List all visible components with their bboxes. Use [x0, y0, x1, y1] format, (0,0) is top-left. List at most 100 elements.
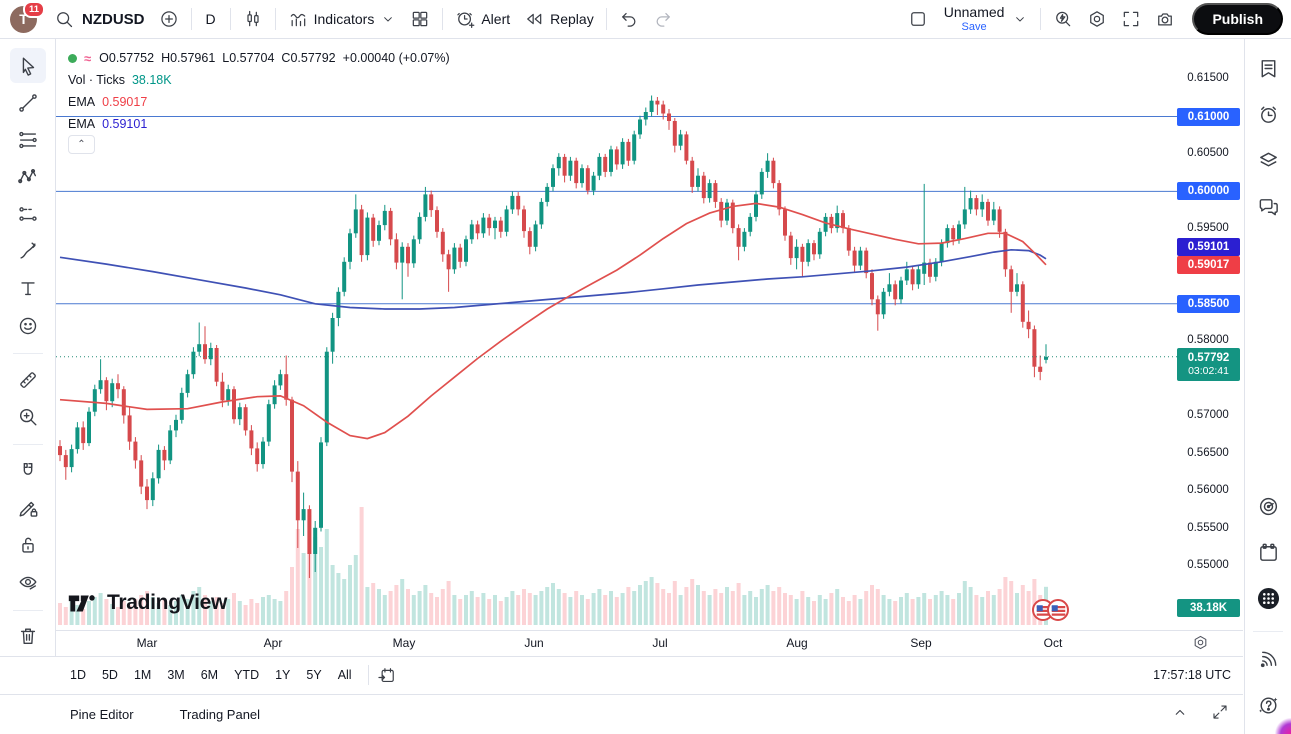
ema-legend-row[interactable]: EMA 0.59017: [68, 91, 457, 113]
symbol-search-button[interactable]: NZDUSD: [47, 5, 152, 33]
snapshot-button[interactable]: [1148, 5, 1182, 33]
layout-select-button[interactable]: [901, 5, 935, 33]
save-button[interactable]: Save: [961, 20, 987, 33]
chart-settings-button[interactable]: [1080, 5, 1114, 33]
range-3m-button[interactable]: 3M: [167, 668, 185, 682]
ohlc-value: +0.00040 (+0.07%): [342, 51, 450, 65]
forecast-icon: [17, 203, 39, 225]
chevron-down-icon: [380, 11, 396, 27]
indicator-templates-button[interactable]: [403, 5, 437, 33]
redo-button[interactable]: [646, 5, 680, 33]
sidebar-calendar-button[interactable]: [1251, 535, 1285, 569]
trading-panel-tab[interactable]: Trading Panel: [179, 707, 261, 722]
legend-collapse-button[interactable]: ⌃: [68, 135, 95, 154]
range-ytd-button[interactable]: YTD: [234, 668, 260, 682]
tool-zoom-in[interactable]: [10, 399, 46, 434]
time-axis[interactable]: Mar Apr May Jun Jul Aug Sep Oct: [56, 630, 1243, 656]
toolbar-divider: [367, 665, 369, 685]
ema-label: EMA: [68, 117, 96, 131]
tool-pattern[interactable]: [10, 159, 46, 194]
range-5d-button[interactable]: 5D: [101, 668, 118, 682]
sidebar-apps-button[interactable]: [1251, 581, 1285, 615]
undo-button[interactable]: [612, 5, 646, 33]
watermark-text: TradingView: [107, 591, 228, 614]
user-menu-button[interactable]: T 11: [10, 0, 45, 33]
month-tick: Mar: [136, 636, 158, 650]
range-5y-button[interactable]: 5Y: [306, 668, 322, 682]
range-1m-button[interactable]: 1M: [133, 668, 152, 682]
panel-chevron-up-icon[interactable]: [1171, 703, 1189, 726]
layout-name-button[interactable]: Unnamed Save: [935, 1, 1036, 36]
magnet-icon: [17, 460, 39, 482]
drawing-toolbar: [0, 39, 56, 656]
toolbar-divider: [442, 8, 444, 30]
date-range-toolbar: 1D 5D 1M 3M 6M YTD 1Y 5Y All 17:57:18 UTC: [0, 656, 1243, 693]
chart-plot[interactable]: [56, 39, 1243, 630]
sidebar-streams-button[interactable]: [1251, 642, 1285, 676]
tool-fib[interactable]: [10, 122, 46, 157]
tool-ruler[interactable]: [10, 362, 46, 397]
sidebar-target-button[interactable]: [1251, 489, 1285, 523]
text-tool-icon: [17, 277, 39, 299]
clock[interactable]: 17:57:18 UTC: [1153, 668, 1231, 682]
tool-emoji[interactable]: [10, 308, 46, 343]
quick-search-button[interactable]: [1046, 5, 1080, 33]
tool-cursor[interactable]: [9, 48, 46, 84]
indicators-button[interactable]: Indicators: [281, 5, 404, 33]
panel-expand-icon[interactable]: [1211, 703, 1229, 726]
layers-icon: [1257, 149, 1280, 172]
replay-rewind-icon: [524, 9, 544, 29]
chart-style-button[interactable]: [236, 5, 270, 33]
ema-value: 0.59017: [102, 95, 148, 109]
tool-trash[interactable]: [10, 619, 46, 654]
range-1d-button[interactable]: 1D: [70, 668, 86, 682]
alert-button[interactable]: Alert: [448, 5, 517, 33]
sidebar-chat-button[interactable]: [1251, 189, 1285, 223]
top-toolbar: T 11 NZDUSD D Indicators Alert: [0, 0, 1291, 39]
tool-brush[interactable]: [10, 234, 46, 269]
month-tick: May: [392, 636, 416, 650]
sidebar-layers-button[interactable]: [1251, 143, 1285, 177]
sidebar-help-button[interactable]: [1251, 688, 1285, 722]
tool-magnet[interactable]: [10, 453, 46, 488]
toolbar-divider: [1040, 8, 1042, 30]
trash-icon: [17, 625, 39, 647]
tool-text-tool[interactable]: [10, 271, 46, 306]
go-to-date-icon[interactable]: [377, 666, 396, 685]
sidebar-alarm-button[interactable]: [1251, 97, 1285, 131]
ohlc-legend-row[interactable]: ≈ O0.57752 H0.57961 L0.57704 C0.57792 +0.000…: [68, 47, 457, 69]
replay-button[interactable]: Replay: [517, 5, 601, 33]
tool-forecast[interactable]: [10, 197, 46, 232]
cursor-icon: [17, 55, 39, 77]
pine-editor-tab[interactable]: Pine Editor: [70, 707, 134, 722]
compare-add-symbol-button[interactable]: [152, 5, 186, 33]
range-buttons: 1D 5D 1M 3M 6M YTD 1Y 5Y All: [62, 664, 360, 686]
notification-badge: 11: [22, 0, 45, 18]
emoji-icon: [17, 315, 39, 337]
replay-label: Replay: [550, 11, 594, 27]
lock-open-icon: [17, 534, 39, 556]
month-tick: Apr: [263, 636, 283, 650]
range-1y-button[interactable]: 1Y: [275, 668, 291, 682]
range-all-button[interactable]: All: [337, 668, 352, 682]
range-6m-button[interactable]: 6M: [200, 668, 219, 682]
pattern-icon: [17, 166, 39, 188]
target-icon: [1257, 495, 1280, 518]
toolbar-divider: [229, 8, 231, 30]
tool-lock-open[interactable]: [10, 528, 46, 563]
tool-eye-cross[interactable]: [10, 565, 46, 600]
tool-trend-line[interactable]: [10, 85, 46, 120]
publish-button[interactable]: Publish: [1192, 3, 1283, 35]
interval-button[interactable]: D: [205, 11, 216, 27]
redo-icon: [653, 9, 673, 29]
volume-legend-row[interactable]: Vol · Ticks 38.18K: [68, 69, 457, 91]
fullscreen-button[interactable]: [1114, 5, 1148, 33]
chart-legend: ≈ O0.57752 H0.57961 L0.57704 C0.57792 +0.000…: [68, 47, 457, 135]
tool-draw-pencil[interactable]: [10, 490, 46, 525]
axis-settings-gear-icon[interactable]: [1192, 634, 1209, 656]
tradingview-logo-icon: [68, 594, 95, 611]
ema-legend-row[interactable]: EMA 0.59101: [68, 113, 457, 135]
economic-events-marker[interactable]: [1032, 599, 1069, 621]
ohlc-value: L0.57704: [222, 51, 275, 65]
sidebar-watchlist-button[interactable]: [1251, 51, 1285, 85]
